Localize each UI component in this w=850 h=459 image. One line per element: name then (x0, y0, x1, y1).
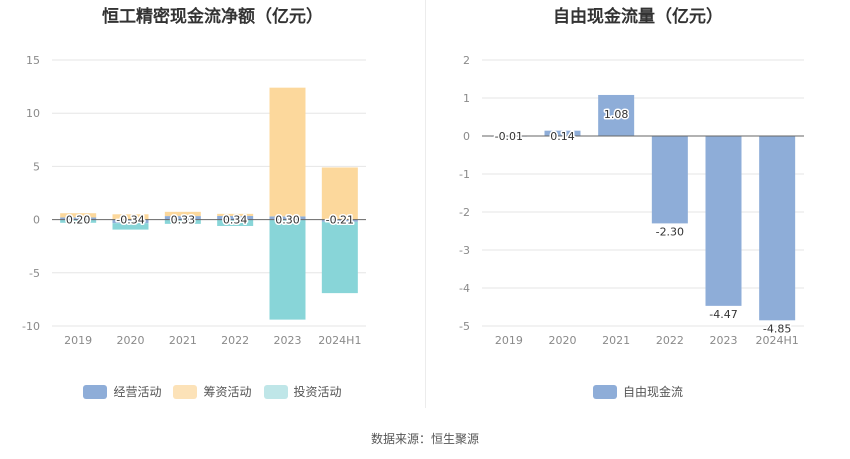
data-label: -4.85 (763, 322, 791, 335)
x-tick-label: 2023 (710, 334, 738, 347)
bar-2 (321, 167, 358, 220)
legend-label-investing: 投资活动 (293, 385, 342, 399)
x-tick-label: 2019 (495, 334, 523, 347)
panel-divider (425, 0, 426, 408)
y-tick-label: -10 (22, 320, 40, 333)
bar-2 (217, 213, 254, 216)
bar-3 (112, 223, 149, 230)
legend: 自由现金流 (426, 383, 850, 400)
legend-label-financing: 筹资活动 (203, 385, 252, 399)
data-label: 0.20 (66, 214, 91, 227)
data-label: -0.34 (116, 214, 144, 227)
bar-3 (217, 219, 254, 226)
legend-item-operating[interactable]: 经营活动 (83, 383, 161, 400)
data-label: -4.47 (709, 308, 737, 321)
bar-1 (269, 216, 306, 220)
chart-title: 恒工精密现金流净额（亿元） (102, 7, 323, 27)
legend-item-investing[interactable]: 投资活动 (263, 383, 342, 400)
bar-3 (269, 219, 306, 320)
cashflow-net-chart: 恒工精密现金流净额（亿元） 15 10 5 0 -5 -10 2019 2020 2021 202… (0, 0, 425, 410)
data-label: 0.33 (171, 214, 196, 227)
chart-title: 自由现金流量（亿元） (553, 7, 723, 27)
bar-1 (705, 136, 742, 306)
legend-swatch-investing (263, 384, 288, 399)
y-tick-label: 10 (26, 107, 40, 120)
y-tick-label: -2 (459, 206, 470, 219)
bar-2 (60, 213, 97, 218)
data-label: 0.30 (275, 214, 300, 227)
x-tick-label: 2020 (549, 334, 577, 347)
x-tick-label: 2023 (274, 334, 302, 347)
y-tick-label: 1 (463, 92, 470, 105)
y-tick-label: 15 (26, 54, 40, 67)
bar-1 (164, 216, 201, 220)
x-tick-label: 2024H1 (756, 334, 799, 347)
legend-swatch-fcf (592, 384, 617, 399)
bar-1 (217, 215, 254, 220)
legend-item-financing[interactable]: 筹资活动 (173, 383, 252, 400)
data-label: -0.01 (495, 130, 523, 143)
bar-1 (321, 219, 358, 222)
legend-swatch-financing (173, 384, 198, 399)
bar-2 (164, 211, 201, 217)
y-tick-label: -5 (29, 267, 40, 280)
data-label: -2.30 (656, 225, 684, 238)
bar-1 (598, 94, 635, 136)
y-tick-label: -5 (459, 320, 470, 333)
x-tick-label: 2022 (656, 334, 684, 347)
y-tick-label: 0 (33, 214, 40, 227)
data-label: 0.34 (223, 214, 248, 227)
y-tick-label: -1 (459, 168, 470, 181)
data-label: -0.21 (326, 214, 354, 227)
legend-label-fcf: 自由现金流 (622, 385, 683, 399)
legend-item-fcf[interactable]: 自由现金流 (592, 383, 683, 400)
legend-swatch-operating (83, 384, 108, 399)
legend-label-operating: 经营活动 (113, 385, 162, 399)
bar-3 (321, 221, 358, 294)
x-tick-label: 2021 (169, 334, 197, 347)
legend: 经营活动 筹资活动 投资活动 (0, 383, 425, 400)
bar-2 (269, 87, 306, 217)
bar-1 (759, 136, 796, 321)
cashflow-net-plot: 15 10 5 0 -5 -10 2019 2020 2021 2022 2023 2024H1 0.2… (22, 54, 366, 347)
x-tick-label: 2020 (117, 334, 145, 347)
bar-1 (651, 136, 688, 224)
x-tick-label: 2022 (221, 334, 249, 347)
data-source-note: 数据来源：恒生聚源 (370, 432, 479, 446)
bar-1 (544, 130, 581, 136)
bar-1 (60, 217, 97, 220)
bar-1 (112, 219, 149, 224)
y-tick-label: -3 (459, 244, 470, 257)
bar-3 (60, 219, 97, 223)
y-tick-label: 0 (463, 130, 470, 143)
y-tick-label: -4 (459, 282, 470, 295)
y-tick-label: 5 (33, 160, 40, 173)
data-label: 0.14 (550, 130, 575, 143)
bar-2 (112, 214, 149, 220)
y-tick-label: 2 (463, 54, 470, 67)
free-cashflow-chart: 自由现金流量（亿元） 2 1 0 -1 -2 -3 -4 -5 2019 2020 2021 2022… (426, 0, 850, 410)
bar-3 (164, 219, 201, 224)
x-tick-label: 2024H1 (318, 334, 361, 347)
x-tick-label: 2019 (64, 334, 92, 347)
data-label: 1.08 (604, 108, 629, 121)
x-tick-label: 2021 (602, 334, 630, 347)
